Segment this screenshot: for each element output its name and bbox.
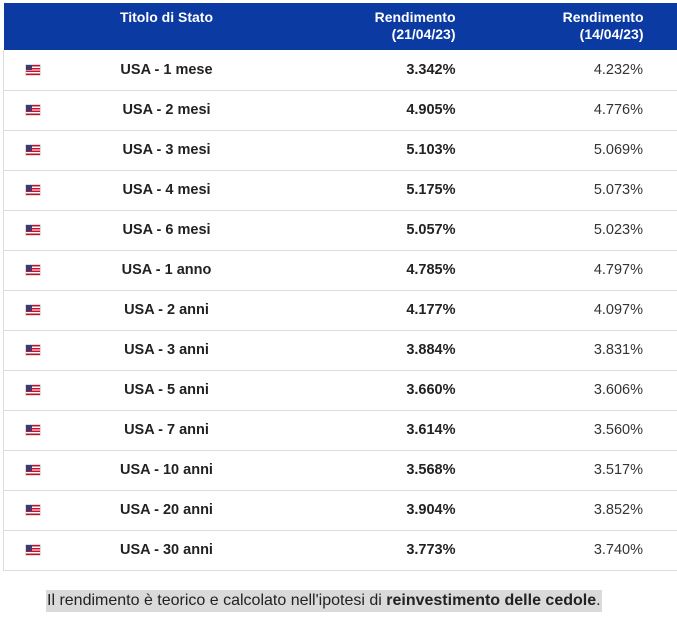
- footnote-text: Il rendimento è teorico e calcolato nell…: [47, 592, 387, 609]
- header-security-label: Titolo di Stato: [119, 9, 214, 25]
- yield-current: 3.568%: [406, 462, 456, 478]
- table-row: USA - 10 anni 3.568% 3.517%: [3, 450, 677, 490]
- us-flag-icon: [26, 425, 40, 436]
- table-row: USA - 1 anno 4.785% 4.797%: [3, 250, 677, 290]
- yield-current: 3.773%: [406, 542, 456, 558]
- us-flag-icon: [26, 305, 40, 316]
- yield-previous: 3.831%: [455, 330, 677, 370]
- flag-cell: [3, 250, 66, 290]
- flag-cell: [3, 530, 66, 570]
- table-header: Titolo di Stato Rendimento (21/04/23) Ren…: [3, 3, 677, 50]
- us-flag-icon: [26, 545, 40, 556]
- table-row: USA - 3 mesi 5.103% 5.069%: [3, 130, 677, 170]
- flag-cell: [3, 410, 66, 450]
- us-flag-icon: [26, 505, 40, 516]
- header-flag-cell: [4, 3, 66, 50]
- header-yield-previous: Rendimento (14/04/23): [456, 3, 677, 50]
- us-flag-icon: [26, 385, 40, 396]
- flag-cell: [3, 370, 66, 410]
- yield-current: 4.905%: [406, 102, 456, 118]
- us-flag-icon: [26, 105, 40, 116]
- flag-cell: [3, 490, 66, 530]
- table-row: USA - 4 mesi 5.175% 5.073%: [3, 170, 677, 210]
- yield-current: 3.614%: [406, 422, 456, 438]
- yield-previous: 3.606%: [455, 370, 677, 410]
- flag-cell: [3, 130, 66, 170]
- us-flag-icon: [26, 265, 40, 276]
- header-security-name: Titolo di Stato: [66, 3, 268, 50]
- yield-previous: 5.069%: [455, 130, 677, 170]
- yield-current: 3.660%: [406, 382, 456, 398]
- table-row: USA - 20 anni 3.904% 3.852%: [3, 490, 677, 530]
- security-name: USA - 5 anni: [124, 382, 209, 398]
- yield-current: 5.057%: [406, 222, 456, 238]
- flag-cell: [3, 450, 66, 490]
- yield-current: 3.904%: [406, 502, 456, 518]
- us-flag-icon: [26, 465, 40, 476]
- security-name: USA - 10 anni: [120, 462, 213, 478]
- header-yield-previous-line2: (14/04/23): [579, 26, 644, 42]
- table-body: USA - 1 mese 3.342% 4.232% USA - 2 mesi …: [3, 50, 677, 570]
- flag-cell: [3, 290, 66, 330]
- us-flag-icon: [26, 225, 40, 236]
- table-row: USA - 1 mese 3.342% 4.232%: [3, 50, 677, 90]
- security-name: USA - 3 mesi: [122, 142, 211, 158]
- security-name: USA - 1 mese: [120, 61, 213, 78]
- security-name: USA - 7 anni: [124, 422, 209, 438]
- yield-previous: 3.852%: [455, 490, 677, 530]
- yield-current: 4.785%: [406, 262, 456, 278]
- security-name: USA - 2 mesi: [122, 102, 211, 118]
- yield-previous: 4.776%: [455, 90, 677, 130]
- yield-table-container: Titolo di Stato Rendimento (21/04/23) Ren…: [3, 3, 677, 571]
- yield-previous: 3.560%: [455, 410, 677, 450]
- table-row: USA - 7 anni 3.614% 3.560%: [3, 410, 677, 450]
- flag-cell: [3, 170, 66, 210]
- footnote-period: .: [596, 592, 601, 609]
- table-row: USA - 5 anni 3.660% 3.606%: [3, 370, 677, 410]
- table-row: USA - 3 anni 3.884% 3.831%: [3, 330, 677, 370]
- security-name: USA - 30 anni: [120, 542, 213, 558]
- yield-previous: 5.073%: [455, 170, 677, 210]
- flag-cell: [3, 330, 66, 370]
- us-flag-icon: [26, 145, 40, 156]
- flag-cell: [3, 210, 66, 250]
- yield-previous: 5.023%: [455, 210, 677, 250]
- yield-current: 3.884%: [406, 342, 456, 358]
- security-name: USA - 3 anni: [124, 342, 209, 358]
- yield-current: 4.177%: [406, 302, 456, 318]
- table-row: USA - 30 anni 3.773% 3.740%: [3, 530, 677, 570]
- security-name: USA - 4 mesi: [122, 182, 211, 198]
- header-yield-current: Rendimento (21/04/23): [268, 3, 456, 50]
- yield-previous: 4.097%: [455, 290, 677, 330]
- yield-footnote: Il rendimento è teorico e calcolato nell…: [46, 590, 602, 612]
- header-yield-current-line2: (21/04/23): [391, 26, 456, 42]
- table-row: USA - 6 mesi 5.057% 5.023%: [3, 210, 677, 250]
- yield-previous: 4.232%: [455, 50, 677, 90]
- footnote-bold-text: reinvestimento delle cedole: [386, 592, 597, 609]
- security-name: USA - 6 mesi: [122, 222, 211, 238]
- us-flag-icon: [26, 64, 40, 75]
- yield-current: 3.342%: [406, 61, 456, 78]
- security-name: USA - 1 anno: [121, 262, 212, 278]
- table-row: USA - 2 anni 4.177% 4.097%: [3, 290, 677, 330]
- security-name: USA - 20 anni: [120, 502, 213, 518]
- yield-current: 5.103%: [406, 142, 456, 158]
- header-row: Titolo di Stato Rendimento (21/04/23) Ren…: [3, 3, 677, 50]
- yield-previous: 3.740%: [455, 530, 677, 570]
- header-yield-current-line1: Rendimento: [374, 9, 456, 25]
- yield-table: Titolo di Stato Rendimento (21/04/23) Ren…: [3, 3, 677, 571]
- flag-cell: [3, 50, 66, 90]
- yield-previous: 4.797%: [455, 250, 677, 290]
- us-flag-icon: [26, 345, 40, 356]
- us-flag-icon: [26, 185, 40, 196]
- table-row: USA - 2 mesi 4.905% 4.776%: [3, 90, 677, 130]
- header-yield-previous-line1: Rendimento: [562, 9, 644, 25]
- security-name: USA - 2 anni: [124, 302, 209, 318]
- yield-previous: 3.517%: [455, 450, 677, 490]
- flag-cell: [3, 90, 66, 130]
- yield-current: 5.175%: [406, 182, 456, 198]
